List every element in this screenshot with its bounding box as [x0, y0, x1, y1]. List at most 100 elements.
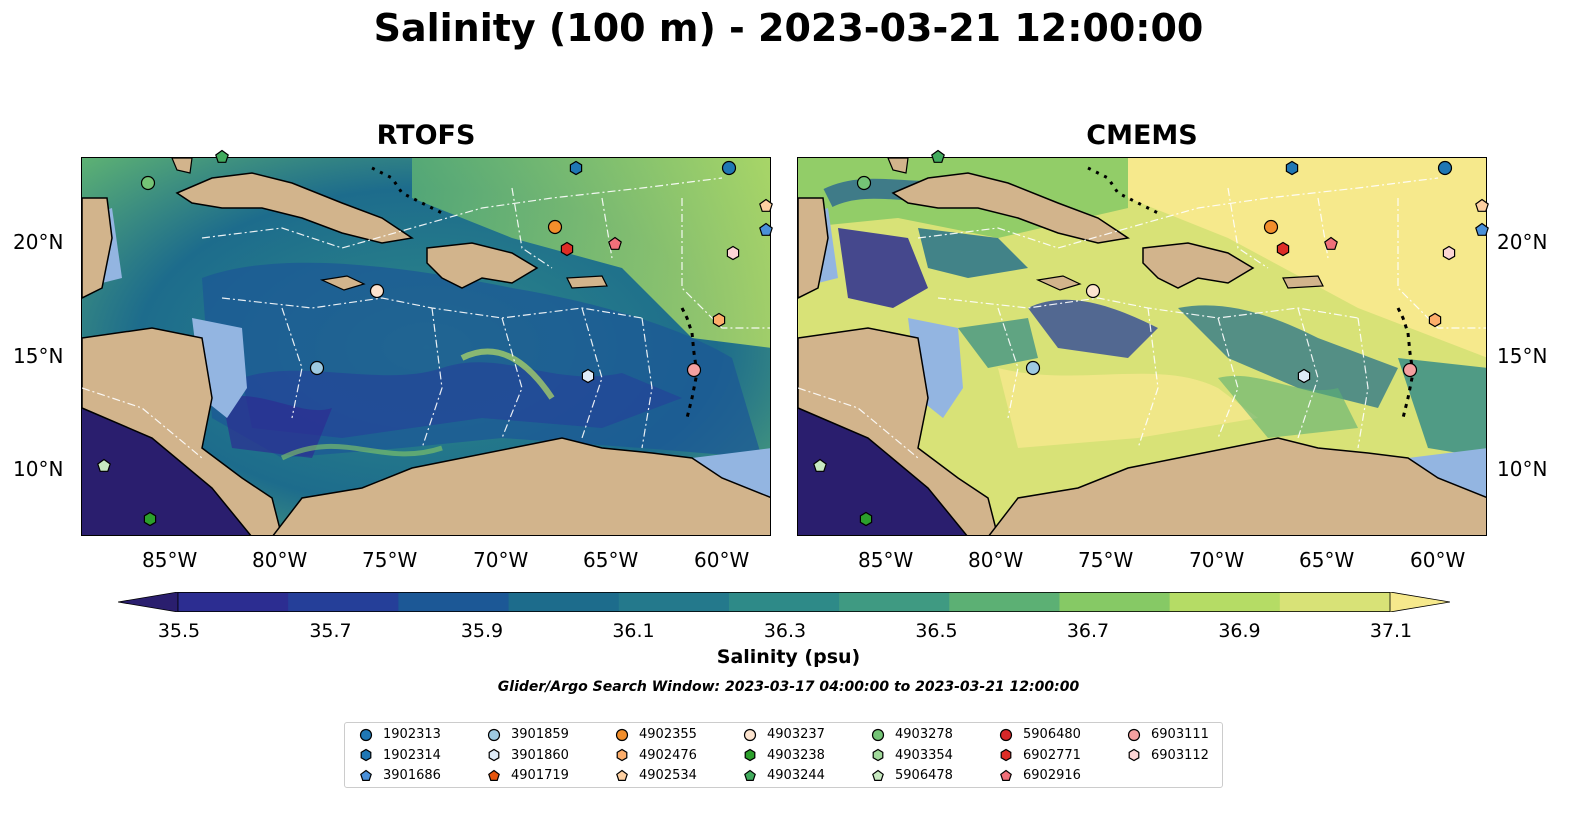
- legend-marker-icon: [487, 728, 501, 741]
- legend-marker-icon: [999, 728, 1013, 741]
- legend-marker-icon: [360, 748, 372, 762]
- float-marker-3901686: [759, 222, 773, 236]
- legend-marker-icon: [744, 769, 756, 781]
- legend-marker-icon: [743, 728, 757, 741]
- legend-label: 5906480: [1023, 727, 1081, 742]
- float-legend: 1902313 1902314 3901686 3901859 3901860 49017…: [344, 722, 1223, 788]
- legend-marker-6902771: [1000, 748, 1012, 762]
- legend-marker-4903354: [872, 748, 884, 762]
- legend-item: 1902314: [359, 748, 441, 763]
- colorbar-tick-label: 37.1: [1369, 620, 1413, 642]
- colorbar-segment: [288, 592, 399, 612]
- legend-label: 1902313: [383, 727, 441, 742]
- legend-marker-icon: [488, 748, 500, 762]
- legend-item: 4903238: [743, 748, 825, 763]
- colorbar-tick-label: 35.5: [157, 620, 201, 642]
- search-window-text: Glider/Argo Search Window: 2023-03-17 04…: [497, 679, 1080, 695]
- legend-marker-3901860: [488, 748, 500, 762]
- float-marker-4903237: [369, 283, 385, 299]
- legend-marker-5906478: [872, 769, 884, 781]
- legend-marker-6903112: [1128, 748, 1140, 762]
- legend-marker-icon: [1000, 769, 1012, 781]
- legend-marker-icon: [488, 769, 500, 781]
- figure-title: Salinity (100 m) - 2023-03-21 12:00:00: [373, 6, 1204, 50]
- lon-tick-label: 60°W: [694, 548, 750, 572]
- lat-tick-label-right: 15°N: [1497, 344, 1548, 368]
- float-marker-4903278: [856, 175, 872, 191]
- legend-item: 4903354: [871, 748, 953, 763]
- colorbar-segment: [398, 592, 510, 612]
- legend-item: 4903278: [871, 727, 953, 742]
- legend-marker-6902916: [1000, 769, 1012, 781]
- float-marker-4902355: [547, 219, 563, 235]
- float-marker-6902771: [560, 241, 574, 257]
- float-marker-5906478: [97, 458, 111, 472]
- legend-marker-icon: [616, 748, 628, 762]
- legend-marker-icon: [872, 769, 884, 781]
- colorbar-tick-label: 36.1: [612, 620, 655, 642]
- legend-marker-4903237: [743, 728, 757, 741]
- legend-marker-icon: [871, 728, 885, 741]
- legend-item: 4903237: [743, 727, 825, 742]
- float-marker-3901860: [1297, 368, 1311, 384]
- colorbar-segment: [1279, 592, 1391, 612]
- legend-marker-5906480: [999, 728, 1013, 741]
- map-panel-rtofs[interactable]: [81, 157, 771, 536]
- lon-tick-label: 70°W: [473, 548, 529, 572]
- legend-label: 1902314: [383, 747, 441, 763]
- legend-item: 3901859: [487, 727, 569, 742]
- legend-item: 1902313: [359, 727, 441, 742]
- legend-label: 6902916: [1023, 768, 1081, 783]
- map-panel-cmems[interactable]: [797, 157, 1487, 536]
- legend-marker-icon: [744, 748, 756, 762]
- legend-label: 4903238: [767, 747, 825, 763]
- lat-tick-label-left: 20°N: [13, 230, 64, 254]
- float-marker-4903278: [140, 175, 156, 191]
- float-marker-6902916: [608, 236, 622, 250]
- legend-marker-3901686: [360, 769, 372, 781]
- float-marker-1902314: [569, 160, 583, 176]
- float-marker-3901859: [309, 360, 325, 376]
- legend-label: 4902476: [639, 747, 697, 763]
- legend-label: 4903278: [895, 727, 953, 742]
- legend-marker-3901859: [487, 728, 501, 741]
- legend-item: 4903244: [743, 768, 825, 783]
- colorbar-extend-high: [1389, 592, 1450, 612]
- legend-label: 3901859: [511, 727, 569, 742]
- legend-item: 3901686: [359, 768, 441, 783]
- float-marker-5906478: [813, 458, 827, 472]
- legend-item: 6903112: [1127, 748, 1209, 763]
- panel-title-cmems: CMEMS: [1086, 120, 1198, 151]
- colorbar-tick-label: 36.9: [1218, 620, 1261, 642]
- legend-label: 4903244: [767, 768, 825, 783]
- panel-title-rtofs: RTOFS: [376, 120, 476, 151]
- lat-tick-label-right: 20°N: [1497, 230, 1548, 254]
- legend-label: 4903354: [895, 747, 953, 763]
- colorbar-segment: [949, 592, 1060, 612]
- legend-marker-4902355: [615, 728, 629, 741]
- lon-tick-label: 75°W: [362, 548, 418, 572]
- legend-marker-4902476: [616, 748, 628, 762]
- colorbar-label: Salinity (psu): [716, 646, 861, 668]
- legend-label: 3901860: [511, 747, 569, 763]
- legend-marker-icon: [1127, 728, 1141, 741]
- colorbar-tick-label: 36.7: [1066, 620, 1110, 642]
- colorbar-tick-label: 36.3: [763, 620, 807, 642]
- legend-label: 5906478: [895, 768, 953, 783]
- colorbar-segment: [1059, 592, 1171, 612]
- legend-label: 4902355: [639, 727, 697, 742]
- legend-label: 6903112: [1151, 747, 1209, 763]
- float-marker-4902355: [1263, 219, 1279, 235]
- legend-item: 4901719: [487, 768, 569, 783]
- lon-tick-label: 85°W: [142, 548, 198, 572]
- legend-marker-1902313: [359, 728, 373, 741]
- float-marker-6903112: [1442, 245, 1456, 261]
- legend-marker-4903278: [871, 728, 885, 741]
- float-marker-4903244: [931, 149, 945, 163]
- float-marker-4902534: [1475, 198, 1489, 212]
- float-marker-3901860: [581, 368, 595, 384]
- legend-item: 6902916: [999, 768, 1081, 783]
- float-marker-6903111: [1402, 362, 1418, 378]
- legend-marker-icon: [872, 748, 884, 762]
